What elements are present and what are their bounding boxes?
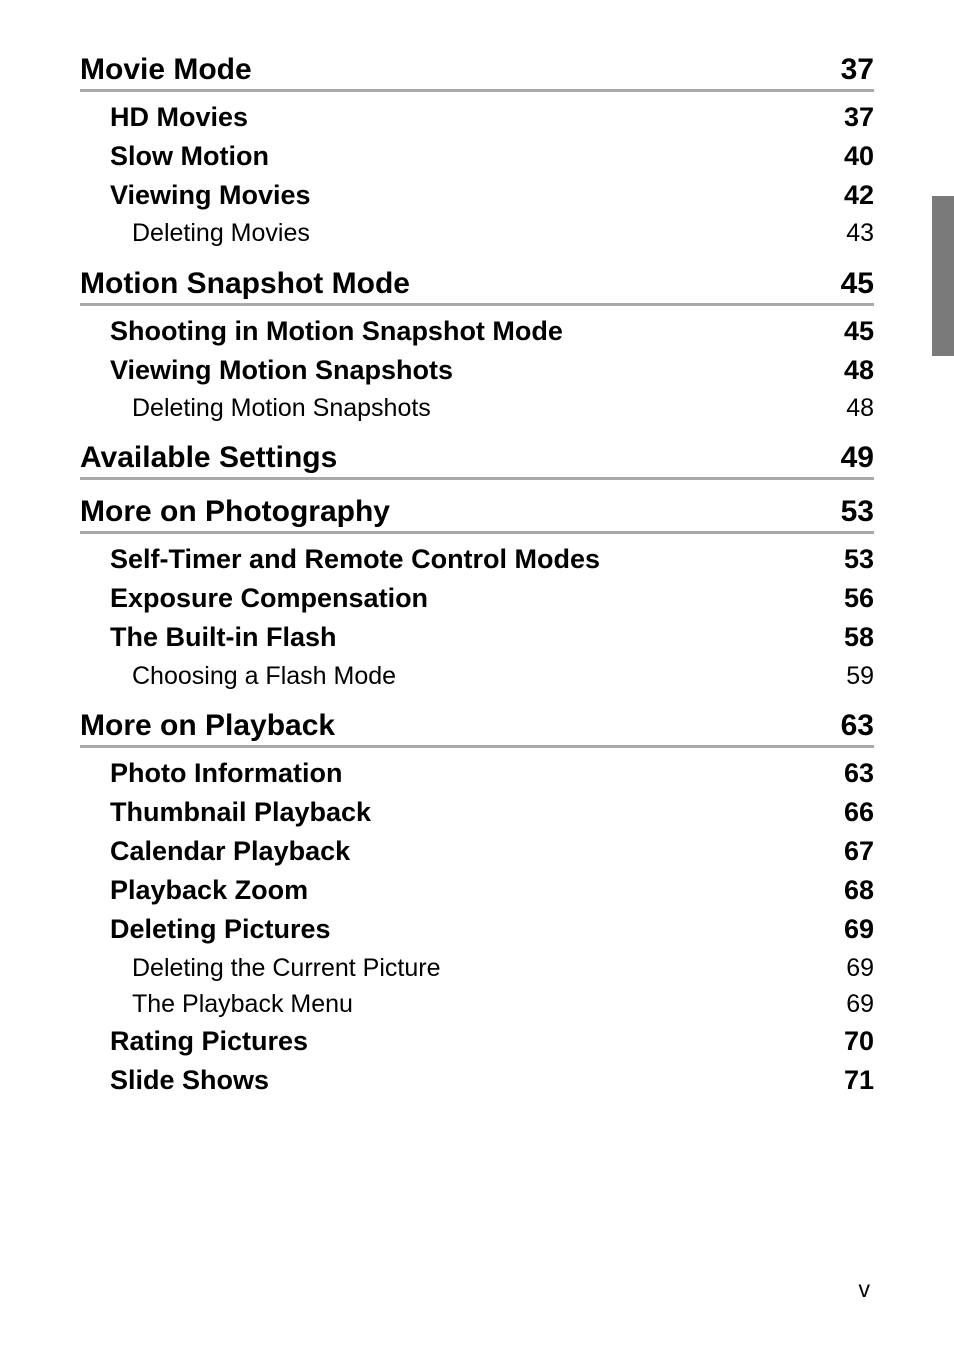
page: Movie Mode 37HD Movies 37Slow Motion 40V… [0,0,954,1345]
toc-entry-page: 40 [840,137,874,176]
toc-entry-title: Deleting the Current Picture [132,950,440,986]
toc-entry-page: 71 [840,1061,874,1100]
toc-entry-title: HD Movies [110,98,248,137]
toc-entry-title: Exposure Compensation [110,579,428,618]
side-tab [932,196,954,356]
toc-entry-page: 45 [840,312,874,351]
toc-entry-title: Viewing Motion Snapshots [110,351,453,390]
toc-entry-page: 48 [840,351,874,390]
section-rule [80,745,874,748]
toc-entry-page: 69 [842,950,874,986]
toc-entry-title: Shooting in Motion Snapshot Mode [110,312,563,351]
toc-entry: Exposure Compensation 56 [110,579,874,618]
toc-entry-page: 69 [840,910,874,949]
toc-entry: More on Photography 53 [80,494,874,531]
toc-entry: Deleting Pictures 69 [110,910,874,949]
toc-entry: Playback Zoom 68 [110,871,874,910]
toc-entry: Thumbnail Playback 66 [110,793,874,832]
toc-entry: Calendar Playback 67 [110,832,874,871]
toc-entry: Rating Pictures 70 [110,1022,874,1061]
toc-entry-title: Slow Motion [110,137,269,176]
toc-entry-page: 59 [842,658,874,694]
toc-entry-title: More on Photography [80,494,390,530]
toc-entry: HD Movies 37 [110,98,874,137]
toc-entry-title: Motion Snapshot Mode [80,266,410,302]
section-rule [80,477,874,480]
toc-entry-page: 53 [835,494,874,530]
toc-entry-title: Rating Pictures [110,1022,308,1061]
toc-entry: Deleting the Current Picture 69 [132,950,874,986]
toc-entry-page: 48 [842,390,874,426]
toc-entry: Movie Mode 37 [80,52,874,89]
toc-entry-title: Thumbnail Playback [110,793,371,832]
toc-entry-page: 53 [840,540,874,579]
toc-entry: Viewing Movies 42 [110,176,874,215]
toc-entry-title: Slide Shows [110,1061,269,1100]
toc-entry: Choosing a Flash Mode 59 [132,658,874,694]
toc-entry: Viewing Motion Snapshots 48 [110,351,874,390]
table-of-contents: Movie Mode 37HD Movies 37Slow Motion 40V… [80,52,874,1100]
toc-entry-page: 37 [840,98,874,137]
toc-entry-title: Choosing a Flash Mode [132,658,396,694]
toc-entry: Self-Timer and Remote Control Modes 53 [110,540,874,579]
toc-entry-page: 43 [842,215,874,251]
toc-entry-page: 66 [840,793,874,832]
toc-entry: Photo Information 63 [110,754,874,793]
toc-entry-title: Playback Zoom [110,871,308,910]
toc-entry-title: Viewing Movies [110,176,311,215]
toc-entry-page: 49 [835,440,874,476]
toc-entry-page: 42 [840,176,874,215]
toc-entry: Shooting in Motion Snapshot Mode 45 [110,312,874,351]
toc-entry-page: 69 [842,986,874,1022]
toc-entry: Slow Motion 40 [110,137,874,176]
toc-entry-title: Deleting Motion Snapshots [132,390,431,426]
toc-entry: More on Playback 63 [80,708,874,745]
toc-entry-title: Movie Mode [80,52,252,88]
toc-entry-title: Self-Timer and Remote Control Modes [110,540,600,579]
toc-entry-title: Deleting Movies [132,215,310,251]
toc-entry-page: 67 [840,832,874,871]
toc-entry-title: Calendar Playback [110,832,350,871]
toc-entry-title: The Playback Menu [132,986,353,1022]
toc-entry-title: The Built-in Flash [110,618,337,657]
toc-entry: Deleting Movies 43 [132,215,874,251]
section-rule [80,303,874,306]
toc-entry-page: 58 [840,618,874,657]
toc-entry-page: 63 [840,754,874,793]
section-rule [80,89,874,92]
toc-entry: Slide Shows 71 [110,1061,874,1100]
toc-entry: The Built-in Flash 58 [110,618,874,657]
toc-entry-page: 37 [835,52,874,88]
page-number: v [859,1276,871,1303]
toc-entry: The Playback Menu 69 [132,986,874,1022]
toc-entry: Deleting Motion Snapshots 48 [132,390,874,426]
toc-entry-page: 63 [835,708,874,744]
toc-entry-page: 56 [840,579,874,618]
toc-entry: Motion Snapshot Mode 45 [80,266,874,303]
toc-entry-page: 68 [840,871,874,910]
toc-entry-title: Deleting Pictures [110,910,331,949]
toc-entry-title: More on Playback [80,708,335,744]
toc-entry-page: 70 [840,1022,874,1061]
section-rule [80,531,874,534]
toc-entry: Available Settings 49 [80,440,874,477]
toc-entry-title: Available Settings [80,440,337,476]
toc-entry-title: Photo Information [110,754,342,793]
toc-entry-page: 45 [835,266,874,302]
